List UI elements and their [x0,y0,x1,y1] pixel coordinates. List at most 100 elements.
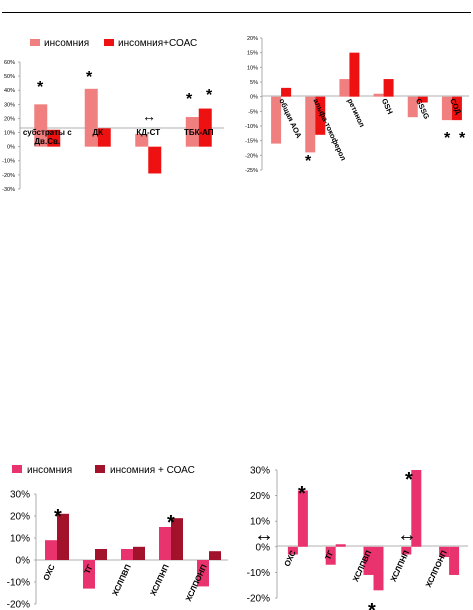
y-tick-label: -25% [245,168,258,174]
bar [449,546,460,575]
chart-1-star: * [186,91,193,108]
bar [84,88,98,147]
y-tick-label: 30% [4,102,15,108]
bar [339,79,350,97]
bar [383,79,394,97]
legend-swatch [12,465,22,473]
chart-4-double-arrow: ↔ [254,524,274,546]
bar [121,549,133,560]
y-tick-label: 30% [250,466,270,477]
bar [287,546,298,555]
chart-4-star: * [405,469,413,491]
bar [451,96,462,121]
y-tick-label: 30% [10,490,30,501]
bar [297,490,308,547]
category-label: Дв.Св. [34,137,60,146]
y-tick-label: -30% [2,187,15,193]
category-label: субстраты с [23,128,72,137]
chart-1: инсомния инсомния+СОАС 60% 50% 40% 30% 20% 10%… [2,38,224,193]
legend-swatch [95,465,105,473]
bar [34,104,48,147]
chart-3: инсомния инсомния + СОАС 30% 20% 10% 0% -10% -… [7,465,228,610]
chart-1-star: * [86,69,93,86]
y-tick-label: 10% [10,534,30,545]
bar [148,146,162,174]
category-label: ХСЛПОНП [424,549,449,589]
chart-4: 30%20%10%0%-10%-20% ОХС ТГ ХСЛПВП ХСЛПНП ХСЛ… [247,466,468,610]
bar [209,551,221,560]
category-label: КД-СТ [136,128,160,137]
chart-3-bars [45,513,221,589]
bar [185,117,199,147]
y-tick-label: 20% [4,116,15,122]
legend-swatch [104,39,114,46]
category-label: ХСЛПНП [389,549,411,583]
bar [441,96,452,121]
y-tick-label: 20% [10,512,30,523]
y-tick-label: -15% [245,139,258,145]
category-label: общая АОА [277,97,303,140]
category-label: ТГ [83,563,95,576]
chart-1-star: * [37,79,44,96]
legend-label: инсомния + СОАС [110,465,195,476]
y-tick-label: -20% [2,173,15,179]
bar [363,546,374,575]
bar [325,546,336,565]
chart-4-categories: ОХС ТГ ХСЛПВП ХСЛПНП ХСЛПОНП [282,549,449,589]
bar [95,549,107,560]
chart-3-star: * [167,512,175,534]
y-tick-label: 10% [4,130,15,136]
bar [349,52,360,97]
y-tick-label: -10% [247,568,270,579]
y-tick-label: -20% [245,153,258,159]
category-label: ретинол [346,97,367,129]
y-tick-label: 10% [247,65,258,71]
chart-2-star: * [459,130,466,147]
bar [373,546,384,591]
chart-2-y-ticks: 20% 15% 10% 5% 0% -5% -10% -15% -20% -25% [245,36,262,174]
chart-3-legend: инсомния инсомния + СОАС [12,465,195,476]
chart-1-bars [34,88,212,174]
y-tick-label: 20% [247,36,258,42]
y-tick-label: -10% [2,159,15,165]
y-tick-label: -10% [245,124,258,130]
bar [198,108,212,147]
bar [135,133,149,147]
bar [401,546,412,555]
chart-2-star: * [444,130,451,147]
category-label: ХСЛПНП [148,563,170,597]
bar [271,96,282,144]
bar [411,470,422,547]
chart-3-star: * [54,506,62,528]
legend-label: инсомния+СОАС [118,38,197,49]
y-tick-label: 50% [4,74,15,80]
bar [45,540,57,560]
chart-3-categories: ОХС ТГ ХСЛПВП ХСЛПНП ХСЛПОНП [42,563,209,603]
legend-label: инсомния [44,38,89,49]
category-label: ДК [92,128,103,137]
bar [97,128,111,147]
y-tick-label: -10% [7,578,30,589]
bar [281,87,292,97]
legend-swatch [30,39,40,46]
bar [315,96,326,135]
chart-2-bars [271,52,462,153]
bar [159,527,171,560]
y-tick-label: -20% [7,600,30,610]
category-label: ХСЛПВП [110,563,132,597]
top-rule [2,12,471,13]
chart-1-star: * [206,87,213,104]
y-tick-label: 20% [250,491,270,502]
bar [171,518,183,560]
chart-3-y-ticks: 30% 20% 10% 0% -10% -20% [7,490,36,610]
category-label: ОХС [42,563,57,582]
y-tick-label: -5% [248,109,258,115]
y-tick-label: 0% [16,556,31,567]
bar [47,129,61,147]
y-tick-label: -20% [247,594,270,605]
bar [335,544,346,547]
chart-1-y-ticks: 60% 50% 40% 30% 20% 10% 0% -10% -20% -30% [2,60,20,193]
chart-2-star: * [305,153,312,170]
bar [373,93,384,97]
y-tick-label: 40% [4,88,15,94]
